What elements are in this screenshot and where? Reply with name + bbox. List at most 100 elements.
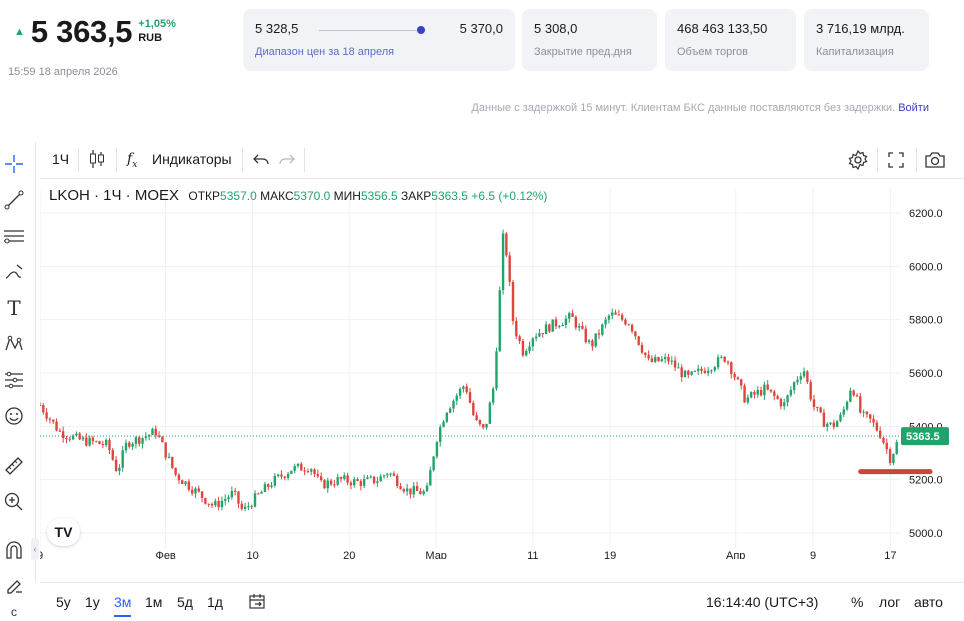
active-range-underline bbox=[114, 615, 131, 617]
trendline-icon[interactable] bbox=[0, 186, 28, 214]
candle-body bbox=[677, 367, 680, 369]
settings-icon[interactable] bbox=[847, 149, 869, 174]
range-1d[interactable]: 1д bbox=[207, 594, 223, 610]
delay-note: Данные с задержкой 15 минут. Клиентам БК… bbox=[471, 102, 929, 114]
forecast-icon[interactable] bbox=[0, 366, 28, 394]
range-3m[interactable]: 3м bbox=[114, 594, 132, 610]
toolbar-separator bbox=[116, 148, 117, 172]
candle-body bbox=[233, 490, 237, 492]
candle-body bbox=[276, 474, 280, 476]
candle-body bbox=[194, 488, 197, 494]
magnet-icon[interactable] bbox=[0, 536, 28, 564]
candle-body bbox=[40, 405, 42, 406]
candle-body bbox=[333, 484, 336, 486]
candle-body bbox=[634, 331, 637, 337]
ruler-icon[interactable] bbox=[0, 452, 28, 480]
candle-body bbox=[286, 473, 290, 478]
candle-body bbox=[597, 333, 601, 335]
candle-body bbox=[779, 398, 783, 407]
legend-open-label: ОТКР bbox=[188, 189, 221, 203]
emoji-icon[interactable] bbox=[0, 402, 28, 430]
range-5y[interactable]: 5у bbox=[56, 594, 71, 610]
percent-toggle[interactable]: % bbox=[851, 594, 864, 610]
y-tick-label: 5800.0 bbox=[909, 315, 943, 327]
price-chart[interactable]: 5000.05200.05400.05600.05800.06000.06200… bbox=[40, 179, 964, 559]
range-5d[interactable]: 5д bbox=[177, 594, 193, 610]
screenshot-icon[interactable] bbox=[924, 149, 946, 174]
candle-body bbox=[293, 465, 296, 471]
collapse-toolbar-button[interactable]: ‹ bbox=[31, 538, 39, 560]
candle-body bbox=[604, 319, 607, 325]
candles-icon[interactable] bbox=[88, 149, 106, 172]
candle-body bbox=[445, 412, 449, 422]
pattern-icon[interactable] bbox=[0, 330, 28, 358]
candle-body bbox=[147, 434, 151, 437]
candle-body bbox=[872, 418, 875, 423]
candle-body bbox=[263, 484, 267, 492]
more-tools-icon[interactable]: c bbox=[11, 605, 17, 619]
undo-icon[interactable] bbox=[252, 149, 270, 172]
text-icon[interactable]: T bbox=[7, 296, 21, 320]
tradingview-logo-icon[interactable]: TV bbox=[47, 518, 80, 546]
candle-body bbox=[511, 281, 515, 321]
zoom-icon[interactable] bbox=[0, 488, 28, 516]
candle-body bbox=[637, 336, 640, 345]
candle-body bbox=[845, 401, 849, 410]
candle-body bbox=[630, 324, 634, 332]
log-toggle[interactable]: лог bbox=[879, 594, 901, 610]
candle-body bbox=[296, 463, 300, 466]
candle-body bbox=[842, 409, 845, 415]
candle-body bbox=[329, 480, 333, 485]
goto-date-icon[interactable] bbox=[247, 593, 267, 614]
candle-body bbox=[402, 489, 406, 492]
legend-low: 5356.5 bbox=[360, 189, 398, 203]
candle-body bbox=[435, 442, 439, 457]
candle-body bbox=[237, 491, 240, 504]
candle-body bbox=[660, 359, 664, 362]
candle-body bbox=[323, 479, 326, 489]
candle-body bbox=[680, 367, 683, 378]
candle-body bbox=[654, 357, 657, 362]
redo-icon[interactable] bbox=[278, 149, 296, 172]
candle-body bbox=[174, 467, 177, 475]
candle-body bbox=[131, 443, 134, 447]
candle-body bbox=[61, 431, 65, 439]
candle-body bbox=[472, 402, 475, 416]
candle-body bbox=[164, 442, 167, 458]
chart-bottom-bar: 5у 1у 3м 1м 5д 1д 16:14:40 (UTC+3) % лог… bbox=[40, 582, 964, 621]
candle-body bbox=[766, 384, 769, 390]
candle-body bbox=[482, 424, 485, 428]
candle-body bbox=[85, 437, 88, 446]
candle-body bbox=[425, 485, 429, 492]
candle-body bbox=[551, 319, 554, 332]
candle-body bbox=[95, 441, 98, 443]
candle-body bbox=[422, 491, 425, 495]
fib-icon[interactable] bbox=[0, 222, 28, 250]
candle-body bbox=[703, 370, 707, 374]
range-1m[interactable]: 1м bbox=[145, 594, 163, 610]
interval-button[interactable]: 1Ч bbox=[52, 151, 70, 167]
candle-body bbox=[716, 357, 720, 368]
fullscreen-icon[interactable] bbox=[886, 150, 906, 173]
candle-body bbox=[151, 428, 154, 435]
candle-body bbox=[458, 388, 462, 396]
candle-body bbox=[528, 346, 531, 351]
candle-body bbox=[627, 324, 630, 326]
login-link[interactable]: Войти bbox=[898, 102, 929, 114]
indicators-button[interactable]: Индикаторы bbox=[152, 151, 232, 167]
candle-body bbox=[822, 412, 826, 427]
lock-draw-icon[interactable] bbox=[0, 570, 28, 598]
candle-body bbox=[862, 411, 865, 413]
crosshair-icon[interactable] bbox=[0, 150, 28, 178]
range-1y[interactable]: 1у bbox=[85, 594, 100, 610]
candle-body bbox=[475, 415, 478, 420]
brush-icon[interactable] bbox=[0, 258, 28, 286]
auto-toggle[interactable]: авто bbox=[914, 594, 943, 610]
candle-body bbox=[710, 370, 713, 372]
indicators-icon[interactable]: fx bbox=[127, 151, 138, 170]
clock-time[interactable]: 16:14:40 (UTC+3) bbox=[706, 594, 819, 610]
candle-body bbox=[878, 430, 882, 438]
candle-body bbox=[313, 469, 316, 475]
candle-body bbox=[207, 503, 210, 505]
